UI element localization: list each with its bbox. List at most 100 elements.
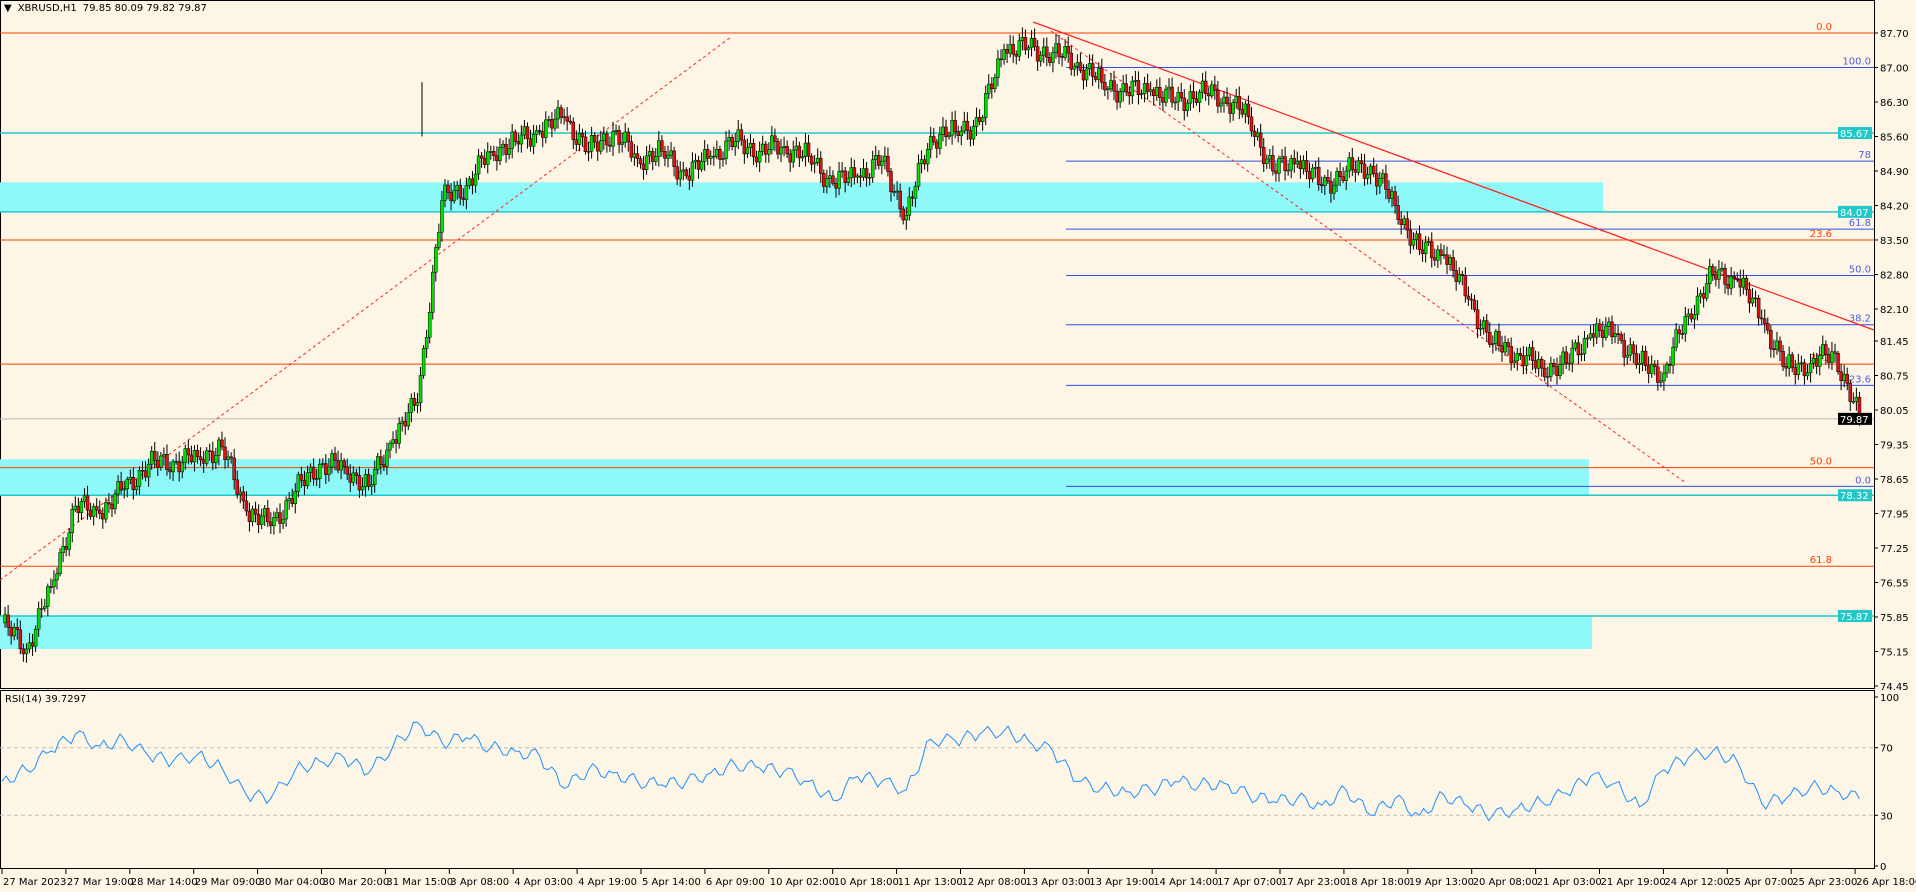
candle-body bbox=[571, 121, 576, 140]
candle-body bbox=[165, 454, 169, 470]
triangle-down-icon[interactable]: ▼ bbox=[4, 3, 12, 14]
candle-body bbox=[1640, 350, 1645, 364]
candle-body bbox=[473, 173, 478, 186]
candle-body bbox=[101, 513, 105, 520]
candle-body bbox=[321, 463, 325, 465]
candle-body bbox=[1659, 380, 1663, 383]
candle-body bbox=[1824, 344, 1828, 355]
candle-body bbox=[568, 120, 572, 123]
candle-body bbox=[1628, 344, 1633, 356]
candle-body bbox=[1445, 254, 1449, 265]
candle-body bbox=[1231, 102, 1235, 114]
candle-body bbox=[880, 160, 884, 166]
candle-body bbox=[403, 420, 408, 427]
candle-body bbox=[183, 448, 188, 463]
candle-body bbox=[935, 141, 939, 149]
candle-body bbox=[376, 456, 380, 470]
price-tag-label: 78.32 bbox=[1840, 491, 1869, 502]
candle-body bbox=[1320, 184, 1324, 187]
candle-body bbox=[1460, 274, 1465, 277]
candle-body bbox=[1845, 374, 1849, 384]
candle-body bbox=[928, 136, 933, 150]
candle-body bbox=[1536, 358, 1541, 369]
candle-body bbox=[461, 197, 466, 200]
candle-body bbox=[360, 486, 365, 491]
candle-body bbox=[55, 573, 59, 581]
candle-body bbox=[1817, 355, 1822, 367]
candle-body bbox=[207, 450, 212, 452]
candle-body bbox=[400, 420, 404, 424]
x-tick-label: 25 Apr 07:00 bbox=[1728, 877, 1793, 888]
candle-body bbox=[1096, 68, 1101, 80]
candle-body bbox=[1368, 165, 1373, 175]
candle-body bbox=[849, 167, 854, 179]
candle-body bbox=[21, 648, 26, 655]
candle-body bbox=[1384, 173, 1388, 190]
y-tick-label: 87.00 bbox=[1880, 63, 1909, 74]
candle-body bbox=[1158, 86, 1162, 98]
candle-body bbox=[1469, 298, 1474, 301]
candle-body bbox=[919, 159, 924, 164]
support-zone bbox=[0, 182, 1603, 212]
candle-body bbox=[1338, 171, 1342, 177]
candle-body bbox=[1842, 374, 1846, 381]
y-tick-label: 85.60 bbox=[1880, 132, 1909, 143]
candle-body bbox=[1381, 173, 1385, 179]
candle-body bbox=[336, 460, 340, 471]
candle-body bbox=[1298, 160, 1303, 170]
candle-body bbox=[1203, 80, 1208, 95]
candle-body bbox=[1405, 218, 1410, 231]
candle-body bbox=[623, 131, 627, 143]
candle-body bbox=[434, 247, 438, 273]
rsi-panel-frame bbox=[0, 690, 1875, 869]
y-tick-label: 75.85 bbox=[1880, 613, 1909, 624]
candle-body bbox=[1484, 320, 1489, 333]
candle-body bbox=[1429, 241, 1434, 259]
candle-body bbox=[800, 156, 805, 159]
candle-body bbox=[1811, 357, 1816, 364]
x-tick-label: 27 Mar 2023 bbox=[3, 877, 66, 888]
candle-body bbox=[956, 131, 960, 136]
candle-body bbox=[666, 154, 670, 159]
x-tick-label: 29 Mar 09:00 bbox=[195, 877, 262, 888]
candle-body bbox=[910, 196, 915, 199]
candle-body bbox=[1781, 351, 1785, 367]
candle-body bbox=[647, 151, 652, 157]
candle-body bbox=[797, 145, 802, 159]
y-tick-label: 74.45 bbox=[1880, 682, 1909, 693]
candle-body bbox=[1533, 360, 1538, 369]
candle-body bbox=[965, 120, 970, 131]
candle-body bbox=[1075, 62, 1080, 67]
candle-body bbox=[232, 457, 236, 481]
candle-body bbox=[721, 158, 725, 160]
candle-body bbox=[1683, 316, 1688, 335]
candle-body bbox=[663, 151, 667, 159]
candle-body bbox=[1656, 366, 1660, 383]
candle-body bbox=[1653, 363, 1657, 367]
y-tick-label: 84.90 bbox=[1880, 167, 1909, 178]
candle-body bbox=[305, 472, 310, 487]
candle-body bbox=[1200, 80, 1205, 93]
candle-body bbox=[782, 146, 786, 148]
candle-body bbox=[272, 517, 276, 527]
candle-body bbox=[1402, 218, 1406, 225]
candle-body bbox=[1787, 354, 1791, 369]
candle-body bbox=[262, 508, 267, 517]
candle-body bbox=[977, 117, 982, 122]
candle-body bbox=[327, 466, 331, 475]
candle-body bbox=[1042, 46, 1046, 56]
price-tag-label: 84.07 bbox=[1840, 208, 1869, 219]
candle-body bbox=[235, 479, 239, 495]
candle-body bbox=[1023, 36, 1028, 51]
candle-body bbox=[113, 493, 117, 510]
candle-body bbox=[195, 450, 200, 458]
candle-body bbox=[1830, 351, 1834, 363]
candle-body bbox=[1417, 233, 1422, 251]
candle-body bbox=[809, 155, 814, 165]
candle-body bbox=[1671, 346, 1675, 366]
candle-body bbox=[678, 170, 682, 180]
x-tick-label: 28 Mar 14:00 bbox=[131, 877, 198, 888]
candle-body bbox=[1234, 96, 1238, 103]
fib-blue-label: 50.0 bbox=[1849, 264, 1871, 275]
